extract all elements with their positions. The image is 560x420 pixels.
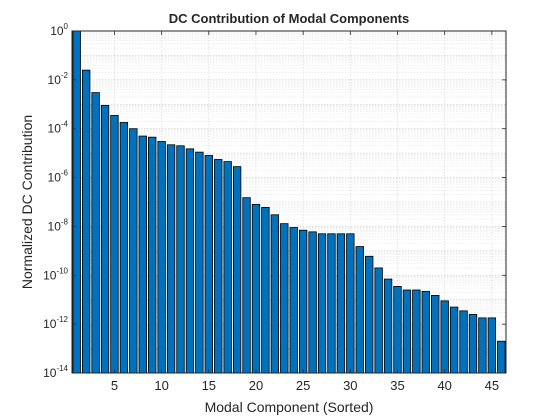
bar-6 (119, 122, 129, 374)
bar-5 (110, 115, 119, 374)
bar-4 (100, 105, 110, 374)
bar-28 (327, 233, 336, 374)
bar-25 (298, 229, 308, 374)
bar-15 (204, 155, 213, 374)
bar-39 (431, 295, 440, 374)
y-tick-label: 10-10 (43, 266, 68, 282)
x-tick-label: 15 (202, 378, 216, 393)
bar-41 (449, 306, 459, 374)
bar-46 (497, 340, 506, 374)
x-tick-label: 5 (111, 378, 118, 393)
axes-box (71, 30, 507, 374)
x-tick-label: 35 (390, 378, 404, 393)
bar-22 (270, 214, 280, 374)
y-tick-label: 10-14 (43, 364, 68, 380)
bar-26 (308, 231, 317, 374)
bar-8 (138, 135, 147, 374)
bar-34 (383, 278, 393, 374)
bar-29 (336, 233, 346, 374)
x-tick-label: 25 (296, 378, 310, 393)
x-tick-label: 10 (154, 378, 168, 393)
bar-37 (412, 289, 421, 374)
bar-27 (317, 233, 327, 374)
bar-44 (478, 317, 487, 374)
y-tick-label: 10-6 (48, 169, 69, 185)
bar-14 (195, 151, 204, 374)
x-tick-label: 45 (485, 378, 499, 393)
y-tick-label: 10-4 (48, 120, 69, 136)
bar-13 (185, 148, 195, 374)
bar-21 (261, 207, 270, 374)
bar-42 (459, 310, 468, 374)
bar-17 (223, 161, 232, 374)
bar-36 (402, 289, 412, 374)
chart-title: DC Contribution of Modal Components (169, 11, 409, 26)
bar-31 (355, 246, 364, 374)
bar-23 (280, 223, 289, 374)
bar-24 (289, 227, 298, 374)
x-tick-label: 20 (249, 378, 263, 393)
bar-40 (440, 300, 449, 374)
x-axis-label: Modal Component (Sorted) (205, 399, 374, 415)
y-tick-label: 10-12 (43, 315, 68, 331)
bar-18 (232, 166, 242, 374)
bar-9 (148, 136, 157, 374)
bar-33 (374, 267, 383, 374)
bar-38 (421, 290, 430, 374)
x-tick-label: 40 (437, 378, 451, 393)
bar-10 (157, 141, 166, 374)
bar-12 (176, 145, 185, 374)
y-tick-label: 10-8 (48, 217, 69, 233)
y-tick-label: 100 (50, 22, 68, 38)
bar-7 (129, 128, 138, 374)
bar-45 (487, 317, 497, 374)
y-tick-label: 10-2 (48, 71, 69, 87)
bar-20 (251, 203, 261, 374)
bar-11 (166, 144, 176, 374)
x-axis-ticks: 5 10 15 20 25 30 35 40 45 (111, 31, 499, 393)
y-axis-ticks: 100 10-2 10-4 10-6 10-8 10-10 10-12 10-14 (43, 22, 506, 380)
bar-16 (214, 159, 223, 374)
bar-19 (242, 197, 251, 374)
bar-series (72, 30, 506, 374)
bar-30 (346, 233, 355, 374)
bar-3 (91, 92, 100, 374)
y-axis-label: Normalized DC Contribution (19, 115, 35, 289)
bar-32 (365, 255, 374, 374)
bar-43 (468, 314, 478, 374)
bar-35 (393, 286, 402, 374)
x-tick-label: 30 (343, 378, 357, 393)
bar-2 (81, 69, 91, 374)
bar-1 (72, 30, 81, 374)
